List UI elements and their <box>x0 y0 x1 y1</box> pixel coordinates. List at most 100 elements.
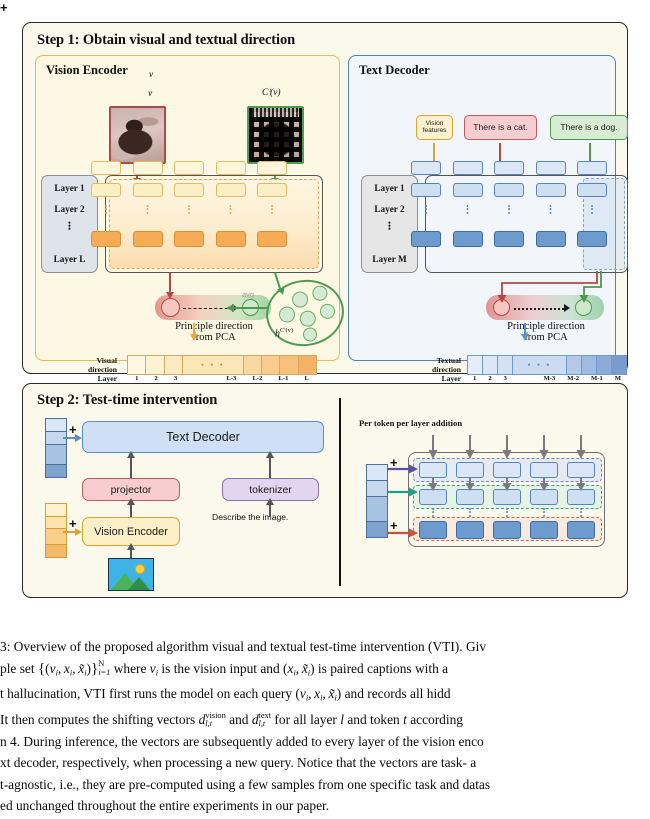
original-image-thumbnail <box>109 106 166 164</box>
layer-cell <box>132 183 163 197</box>
vision-encoder-title-variable: v <box>149 70 154 80</box>
direction-tick-label: M-2 <box>567 375 580 382</box>
hidden-state-dot <box>298 309 317 328</box>
layer-cell <box>174 161 204 175</box>
original-image-label: v <box>148 89 153 99</box>
direction-bar-segment: • • • <box>513 356 567 374</box>
textual-direction-ticks: 1 2 3 M-3 M-2 M-1 M <box>467 375 627 382</box>
step2-vision-encoder-box: Vision Encoder <box>82 517 180 546</box>
direction-bar-segment <box>611 356 626 374</box>
caption-dog-pill: There is a dog. <box>550 115 628 140</box>
layer-cell <box>132 161 163 175</box>
direction-tick-label: L-3 <box>226 375 237 382</box>
direction-bar-segment <box>498 356 514 374</box>
layer-cell-ellipsis: • • • <box>146 202 149 218</box>
text-layer-2-label: Layer 2 <box>374 204 405 214</box>
vision-features-line2: features <box>422 126 447 134</box>
layer-cell <box>132 231 163 247</box>
text-grid-to-pca-connectors <box>497 271 602 303</box>
layer-cell <box>452 161 483 175</box>
layer-cell <box>494 231 524 247</box>
layer-cell <box>257 161 287 175</box>
layer-cell-ellipsis: • • • <box>505 505 509 521</box>
layer-cell-ellipsis: • • • <box>468 505 472 521</box>
masked-image-label: Cⁱ(v) <box>262 88 281 98</box>
hidden-state-dot <box>291 290 310 309</box>
textual-direction-line1: Textual <box>436 356 461 365</box>
caption-line-5: n 4. During inference, the vectors are s… <box>0 733 484 749</box>
direction-bar-segment <box>468 356 484 374</box>
step2-grid-arrows <box>428 435 586 491</box>
hidden-states-superscript: Cⁱ(v) <box>280 327 294 334</box>
caption-line-4-b: and <box>225 712 252 728</box>
direction-tick-label: M-3 <box>543 375 556 382</box>
text-layer-label-column: Layer 1 Layer 2 • • • Layer M <box>361 175 418 273</box>
visual-direction-label: Visual direction <box>65 356 117 374</box>
masked-image-thumbnail <box>247 106 304 164</box>
layer-cell <box>535 183 566 197</box>
direction-tick-label: 3 <box>503 375 507 382</box>
layer-cell <box>456 462 484 478</box>
layer-cell <box>493 462 521 478</box>
mountain-shape-small <box>128 577 150 590</box>
caption-line-7: t-agnostic, i.e., they are pre-computed … <box>0 776 491 792</box>
vision-layer-2-label: Layer 2 <box>54 204 85 214</box>
layer-cell <box>257 183 287 197</box>
caption-line-3: t hallucination, VTI first runs the mode… <box>0 686 451 703</box>
figure-caption: 3: Overview of the proposed algorithm vi… <box>0 636 650 817</box>
hidden-state-dot <box>302 326 318 343</box>
layer-cell <box>530 462 558 478</box>
layer-cell-ellipsis: • • • <box>507 202 511 218</box>
textual-direction-bar: • • • <box>467 355 627 375</box>
direction-bar-segment <box>243 356 262 374</box>
step2-layer-grid: • • • • • • • • • • • • • • • <box>408 435 605 547</box>
vision-features-line1: Vision <box>425 119 444 127</box>
text-layer-ellipsis: • • • <box>387 218 392 235</box>
caption-line-2-b: where <box>110 660 150 676</box>
layer-cell <box>494 183 524 197</box>
text-layer-1-label: Layer 1 <box>374 183 405 193</box>
layer-cell <box>535 161 566 175</box>
layer-cell <box>577 231 607 247</box>
direction-tick-label: 1 <box>473 375 477 382</box>
visual-direction-ticks: 1 2 3 L-3 L-2 L-1 L <box>127 375 317 382</box>
vision-layer-1-label: Layer 1 <box>54 183 85 193</box>
layer-cell <box>215 231 246 247</box>
caption-line-4-e: according <box>406 712 463 728</box>
layer-cell <box>215 161 246 175</box>
visual-direction-bar: • • • <box>127 355 317 375</box>
direction-bar-segment <box>280 356 299 374</box>
layer-cell-ellipsis: • • • <box>270 202 274 218</box>
layer-cell <box>535 231 566 247</box>
text-decoder-title: Text Decoder <box>359 63 430 77</box>
layer-cell-ellipsis: • • • <box>590 202 594 218</box>
step2-prompt-text: Describe the image. <box>212 512 289 522</box>
layer-cell <box>419 521 447 539</box>
vision-pca-caption: Principle direction from PCA <box>140 321 288 343</box>
hidden-state-dot <box>311 284 329 302</box>
layer-cell <box>567 462 595 478</box>
caption-line-2-c: is the vision input and <box>158 660 284 676</box>
caption-line-3-a: t hallucination, VTI first runs the mode… <box>0 686 296 702</box>
vision-pca-caption-line2: from PCA <box>192 332 236 343</box>
direction-bar-segment <box>566 356 582 374</box>
layer-cell-ellipsis: • • • <box>431 505 435 521</box>
layer-cell <box>419 462 447 478</box>
caption-line-6: xt decoder, respectively, when processin… <box>0 755 477 771</box>
plus-sign-layer-2: + <box>0 0 8 15</box>
per-token-per-layer-label: Per token per layer addition <box>359 418 463 428</box>
layer-cell <box>257 231 287 247</box>
direction-tick-label: L-1 <box>278 375 289 382</box>
caption-line-1: 3: Overview of the proposed algorithm vi… <box>0 639 487 654</box>
layer-cell <box>91 161 121 175</box>
direction-tick-label: M-1 <box>591 375 603 382</box>
layer-cell-ellipsis: • • • <box>549 202 552 218</box>
caption-line-4-a: It then computes the shifting vectors <box>0 712 199 728</box>
layer-cell-ellipsis: • • • <box>542 505 546 521</box>
caption-line-4-c: for all layer <box>271 712 341 728</box>
direction-bar-segment <box>261 356 281 374</box>
layer-cell <box>567 521 595 539</box>
